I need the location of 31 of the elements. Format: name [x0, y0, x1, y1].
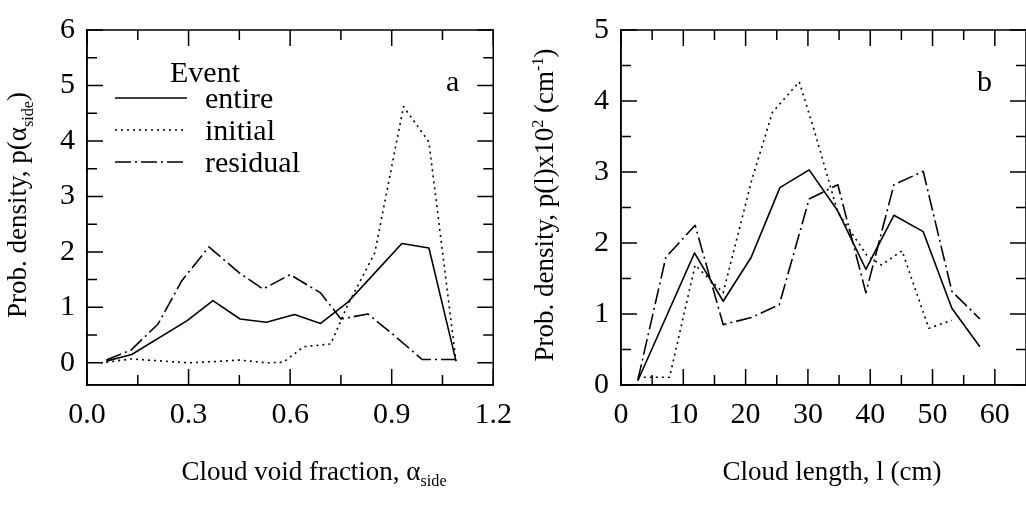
annotation: b	[977, 63, 992, 97]
x-tick-label: 40	[855, 395, 886, 429]
y-tick-label: 6	[60, 10, 75, 44]
legend-label: residual	[205, 144, 300, 178]
y-tick-label: 4	[60, 121, 75, 155]
y-tick-label: 1	[594, 294, 609, 328]
x-tick-label: 50	[917, 395, 948, 429]
x-tick-label: 20	[730, 395, 761, 429]
x-axis-title: Cloud length, l (cm)	[722, 456, 942, 487]
legend-label: initial	[205, 112, 275, 146]
y-tick-label: 2	[594, 223, 609, 257]
x-tick-label: 0.3	[169, 395, 208, 429]
legend-title: Event	[170, 54, 241, 88]
x-tick-label: 1.2	[474, 395, 512, 429]
y-tick-label: 1	[60, 288, 75, 322]
y-tick-label: 5	[60, 66, 75, 100]
x-tick-label: 10	[668, 395, 699, 429]
y-tick-label: 0	[594, 365, 609, 399]
x-tick-label: 0.9	[372, 395, 411, 429]
y-tick-label: 0	[60, 343, 75, 377]
x-tick-label: 0.6	[271, 395, 309, 429]
y-tick-label: 2	[60, 232, 75, 266]
y-tick-label: 5	[594, 10, 609, 44]
x-tick-label: 30	[792, 395, 823, 429]
x-tick-label: 60	[979, 395, 1010, 429]
y-tick-label: 4	[594, 81, 609, 115]
y-tick-label: 3	[594, 152, 609, 186]
y-tick-label: 3	[60, 177, 75, 211]
x-tick-label: 0.0	[68, 395, 106, 429]
x-axis-title: Cloud void fraction, α$_{side}$	[181, 456, 447, 492]
annotation: a	[445, 63, 460, 97]
